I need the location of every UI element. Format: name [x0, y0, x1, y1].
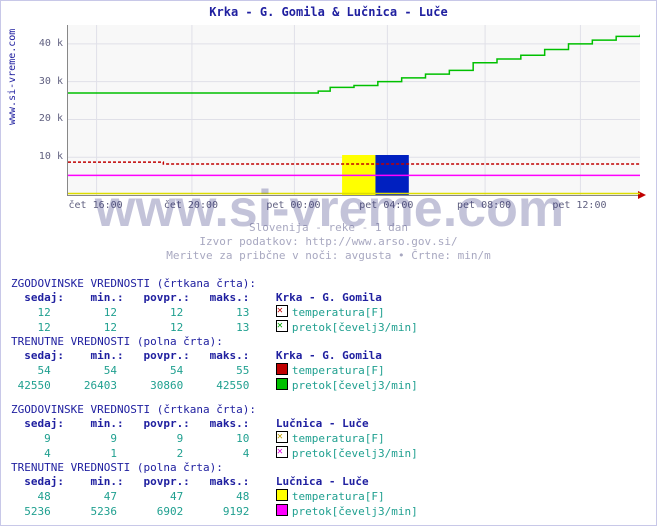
table-row: 12 12 12 13 temperatura[F] — [11, 305, 649, 320]
plot-region — [67, 25, 640, 196]
x-tick-label: čet 16:00 — [69, 200, 123, 211]
chart-frame: Krka - G. Gomila & Lučnica - Luče www.si… — [0, 0, 657, 526]
x-tick-label: pet 12:00 — [552, 200, 606, 211]
chart-caption: Slovenija - reke - 1 dan Izvor podatkov:… — [1, 221, 656, 263]
legend-marker-icon — [276, 504, 288, 516]
table-row: 4 1 2 4 pretok[čevelj3/min] — [11, 446, 649, 461]
legend-marker-icon — [276, 378, 288, 390]
station-block: ZGODOVINSKE VREDNOSTI (črtkana črta): se… — [11, 277, 649, 393]
column-headers: sedaj: min.: povpr.: maks.: Krka - G. Go… — [11, 291, 649, 305]
section-header: ZGODOVINSKE VREDNOSTI (črtkana črta): — [11, 277, 649, 291]
table-row: 12 12 12 13 pretok[čevelj3/min] — [11, 320, 649, 335]
station-block: ZGODOVINSKE VREDNOSTI (črtkana črta): se… — [11, 403, 649, 519]
legend-marker-icon — [276, 305, 288, 317]
section-header: TRENUTNE VREDNOSTI (polna črta): — [11, 335, 649, 349]
x-tick-label: pet 04:00 — [359, 200, 413, 211]
table-row: 42550 26403 30860 42550 pretok[čevelj3/m… — [11, 378, 649, 393]
column-headers: sedaj: min.: povpr.: maks.: Krka - G. Go… — [11, 349, 649, 363]
x-tick-label: pet 08:00 — [457, 200, 511, 211]
chart-title: Krka - G. Gomila & Lučnica - Luče — [1, 1, 656, 19]
y-tick-label: 40 k — [23, 38, 63, 49]
x-tick-label: pet 00:00 — [266, 200, 320, 211]
column-headers: sedaj: min.: povpr.: maks.: Lučnica - Lu… — [11, 475, 649, 489]
table-row: 5236 5236 6902 9192 pretok[čevelj3/min] — [11, 504, 649, 519]
section-header: ZGODOVINSKE VREDNOSTI (črtkana črta): — [11, 403, 649, 417]
y-axis-label: www.si-vreme.com — [7, 29, 18, 125]
y-tick-label: 20 k — [23, 113, 63, 124]
section-header: TRENUTNE VREDNOSTI (polna črta): — [11, 461, 649, 475]
chart-area: www.si-vreme.com 10 k 20 k 30 k 40 k čet 16:… — [9, 25, 649, 225]
table-row: 9 9 9 10 temperatura[F] — [11, 431, 649, 446]
legend-marker-icon — [276, 446, 288, 458]
table-row: 54 54 54 55 temperatura[F] — [11, 363, 649, 378]
legend-marker-icon — [276, 489, 288, 501]
legend-marker-icon — [276, 363, 288, 375]
data-tables: ZGODOVINSKE VREDNOSTI (črtkana črta): se… — [11, 277, 649, 519]
y-tick-label: 30 k — [23, 76, 63, 87]
y-tick-label: 10 k — [23, 151, 63, 162]
legend-marker-icon — [276, 320, 288, 332]
x-tick-label: čet 20:00 — [164, 200, 218, 211]
column-headers: sedaj: min.: povpr.: maks.: Lučnica - Lu… — [11, 417, 649, 431]
table-row: 48 47 47 48 temperatura[F] — [11, 489, 649, 504]
legend-marker-icon — [276, 431, 288, 443]
